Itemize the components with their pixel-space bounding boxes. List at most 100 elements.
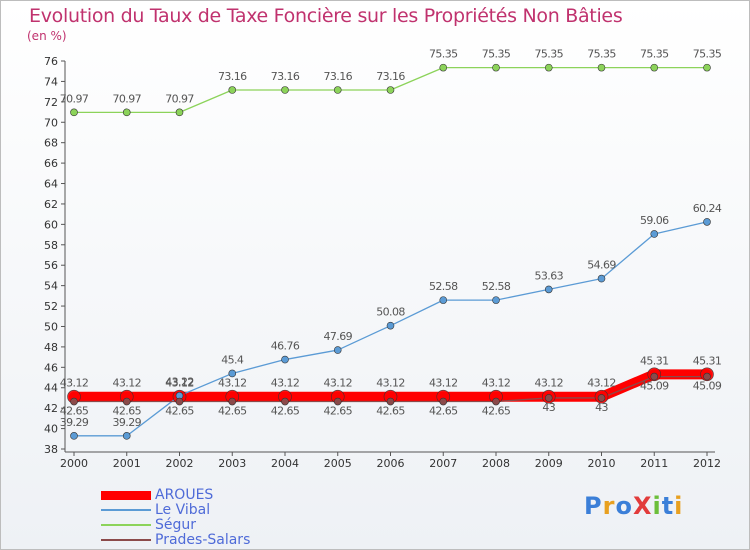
x-tick-label: 2002 [166,457,194,470]
data-label-prades-salars: 42.65 [218,405,247,418]
y-tick-label: 68 [44,137,58,150]
data-point-segur [492,63,500,72]
data-label-prades-salars: 42.65 [271,405,300,418]
data-point-segur [228,86,237,94]
data-label-segur: 70.97 [165,92,194,105]
x-tick-label: 2008 [482,457,510,470]
x-tick-label: 2007 [429,457,457,470]
data-point-le-vibal [386,321,395,330]
data-label-le-vibal: 47.69 [324,330,353,343]
logo-letter: P [584,492,603,520]
data-label-prades-salars: 42.65 [429,405,458,418]
legend-item-prades-salars: Prades-Salars [101,532,250,548]
y-tick-label: 38 [44,443,58,456]
data-point-le-vibal [281,355,289,364]
y-tick-label: 70 [44,116,58,129]
data-label-segur: 73.16 [324,70,353,83]
data-label-le-vibal: 59.06 [640,214,669,227]
data-label-segur: 75.35 [535,48,564,61]
data-label-aroues: 43.12 [218,377,247,390]
y-tick-label: 66 [44,157,58,170]
x-tick-label: 2000 [60,457,88,470]
data-point-segur [386,86,395,94]
logo-letter: o [615,492,633,520]
data-point-le-vibal [439,296,448,304]
data-label-le-vibal: 43.22 [165,376,194,389]
data-label-prades-salars: 43 [595,401,608,414]
legend-label: Ségur [155,517,197,533]
data-label-segur: 73.16 [218,70,247,83]
data-point-segur [703,63,711,72]
x-tick-label: 2009 [535,457,563,470]
x-tick-label: 2011 [640,457,668,470]
data-point-prades-salars [439,397,448,406]
data-point-prades-salars [650,372,659,381]
x-tick-label: 2012 [693,457,721,470]
data-point-le-vibal [650,230,659,238]
y-tick-label: 60 [44,218,58,231]
legend-swatch [101,490,151,500]
y-tick-label: 48 [44,341,58,354]
y-axis-unit-label: (en %) [27,29,67,43]
data-label-prades-salars: 42.65 [60,405,89,418]
legend-swatch [101,524,151,526]
legend-label: Prades-Salars [155,532,251,548]
x-tick-label: 2003 [218,457,246,470]
data-label-prades-salars: 42.65 [165,405,194,418]
x-tick-label: 2001 [113,457,141,470]
data-label-segur: 75.35 [429,48,458,61]
data-label-le-vibal: 60.24 [693,202,722,215]
data-label-le-vibal: 52.58 [482,280,511,293]
data-point-prades-salars [333,397,342,406]
data-point-prades-salars [544,394,553,402]
data-label-le-vibal: 45.4 [221,353,244,366]
legend-label: Le Vibal [155,502,211,518]
data-label-le-vibal: 53.63 [535,269,564,282]
x-tick-label: 2004 [271,457,299,470]
data-label-aroues: 43.12 [376,377,405,390]
y-tick-label: 42 [44,402,58,415]
data-point-le-vibal [544,285,553,294]
logo-letter: i [652,492,662,520]
data-label-prades-salars: 42.65 [482,405,511,418]
x-tick-label: 2005 [324,457,352,470]
data-label-le-vibal: 54.69 [587,259,616,272]
data-point-le-vibal [597,274,606,283]
data-point-prades-salars [175,397,184,406]
data-label-segur: 75.35 [640,48,669,61]
data-point-segur [333,86,342,94]
chart-title: Evolution du Taux de Taxe Foncière sur l… [29,5,623,27]
y-tick-label: 74 [44,75,58,88]
data-point-prades-salars [281,397,289,406]
data-label-segur: 75.35 [693,48,722,61]
data-label-prades-salars: 42.65 [113,405,142,418]
data-point-le-vibal [703,218,711,226]
data-point-prades-salars [492,397,500,406]
logo-letter: i [674,492,684,520]
data-label-aroues: 43.12 [165,377,194,390]
data-label-segur: 75.35 [482,48,511,61]
legend-swatch [101,539,151,541]
data-label-segur: 73.16 [271,70,300,83]
data-label-le-vibal: 46.76 [271,340,300,353]
y-tick-label: 46 [44,361,58,374]
logo-letter: t [661,492,675,520]
legend-label: AROUES [155,487,214,503]
data-label-le-vibal: 50.08 [376,306,405,319]
data-point-segur [597,63,606,72]
x-tick-label: 2010 [588,457,616,470]
y-tick-label: 64 [44,178,58,191]
data-label-prades-salars: 45.09 [693,380,722,393]
data-label-le-vibal: 39.29 [113,416,142,429]
data-label-segur: 73.16 [376,70,405,83]
data-point-prades-salars [703,372,711,381]
data-point-segur [281,86,289,94]
data-label-aroues: 45.31 [640,354,669,367]
data-label-segur: 75.35 [587,48,616,61]
data-point-segur [122,108,131,117]
data-point-le-vibal [333,346,342,354]
y-tick-label: 52 [44,300,58,313]
y-tick-label: 50 [44,320,58,333]
